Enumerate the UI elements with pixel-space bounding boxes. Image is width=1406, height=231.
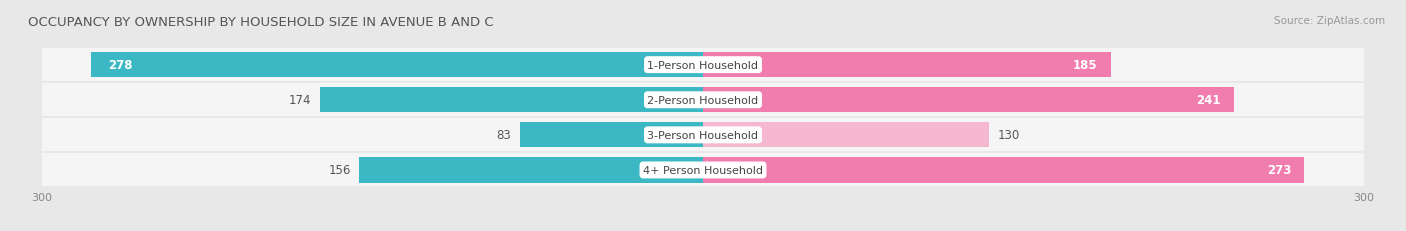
Text: 1-Person Household: 1-Person Household — [648, 61, 758, 70]
Bar — [42, 119, 1364, 152]
Text: 278: 278 — [108, 59, 132, 72]
Text: 156: 156 — [328, 164, 350, 177]
Bar — [319, 88, 703, 113]
Text: 185: 185 — [1073, 59, 1097, 72]
Text: Source: ZipAtlas.com: Source: ZipAtlas.com — [1274, 16, 1385, 26]
Bar — [703, 88, 1234, 113]
Text: OCCUPANCY BY OWNERSHIP BY HOUSEHOLD SIZE IN AVENUE B AND C: OCCUPANCY BY OWNERSHIP BY HOUSEHOLD SIZE… — [28, 16, 494, 29]
Bar — [703, 158, 1305, 183]
Bar — [42, 49, 1364, 82]
Bar — [520, 123, 703, 148]
Bar — [90, 53, 703, 78]
Text: 174: 174 — [288, 94, 311, 107]
Text: 241: 241 — [1197, 94, 1220, 107]
Text: 2-Person Household: 2-Person Household — [647, 95, 759, 105]
Bar — [42, 154, 1364, 187]
Bar — [703, 123, 990, 148]
Bar — [360, 158, 703, 183]
Text: 4+ Person Household: 4+ Person Household — [643, 165, 763, 175]
Text: 3-Person Household: 3-Person Household — [648, 130, 758, 140]
Bar — [42, 84, 1364, 117]
Text: 83: 83 — [496, 129, 512, 142]
Text: 130: 130 — [998, 129, 1021, 142]
Text: 273: 273 — [1267, 164, 1291, 177]
Bar — [703, 53, 1111, 78]
